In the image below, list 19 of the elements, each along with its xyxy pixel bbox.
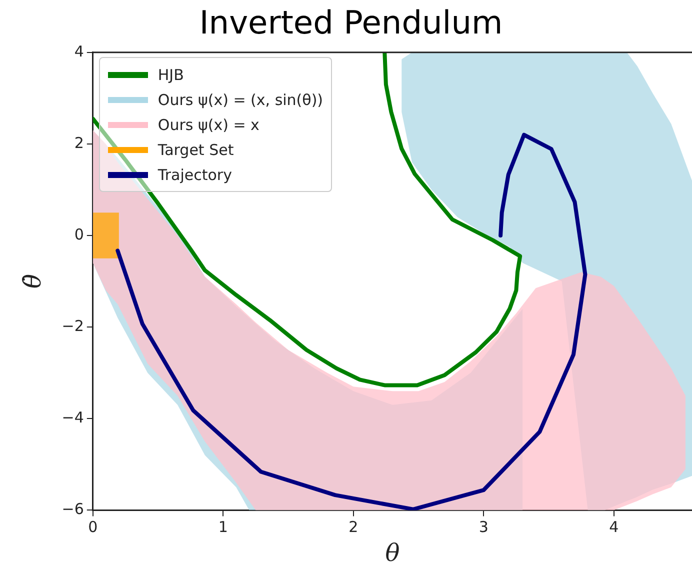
x-tick-label: 4: [609, 518, 619, 536]
legend-label: HJB: [158, 66, 184, 84]
x-axis-title: θ: [385, 538, 400, 567]
y-tick-label: 4: [74, 42, 84, 60]
legend-label: Ours ψ(x) = (x, sin(θ)): [158, 90, 324, 109]
y-tick-label: −4: [62, 408, 84, 427]
x-tick-label: 2: [348, 518, 358, 536]
y-tick-label: −6: [62, 500, 84, 518]
y-tick-label: 2: [74, 134, 84, 152]
y-axis-title: θ̇: [18, 274, 47, 289]
legend-label: Target Set: [158, 140, 234, 159]
chart-title: Inverted Pendulum: [199, 4, 503, 42]
y-tick-label: −2: [62, 316, 84, 335]
legend-label: Ours ψ(x) = x: [158, 116, 260, 134]
y-tick-label: 0: [74, 225, 84, 244]
x-tick-label: 1: [218, 518, 228, 536]
x-tick-label: 0: [88, 518, 98, 536]
x-tick-label: 3: [478, 518, 488, 536]
legend-label: Trajectory: [158, 166, 232, 184]
